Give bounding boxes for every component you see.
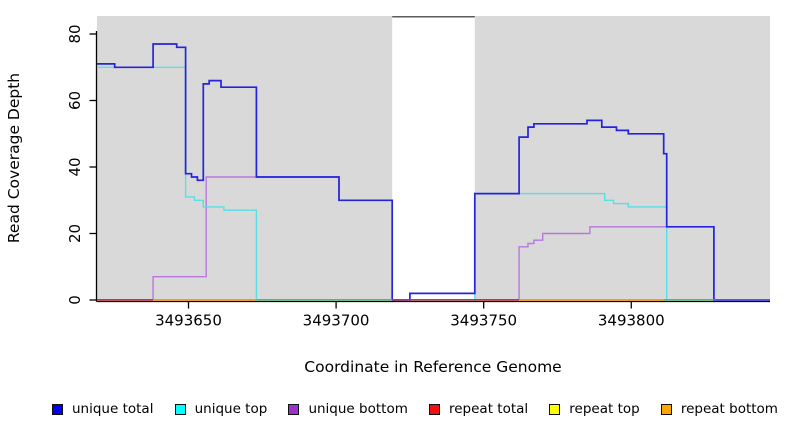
- y-tick-label: 0: [66, 295, 84, 305]
- legend-label: unique total: [72, 401, 154, 417]
- series-line-unique-bottom: [97, 176, 770, 301]
- legend: unique total unique top unique bottom repea…: [0, 396, 792, 422]
- legend-swatch-repeat-total: [428, 403, 440, 415]
- x-axis-label: Coordinate in Reference Genome: [304, 358, 561, 376]
- coverage-chart: 0 20 40 60 80 3493650 3493700 3493750 3493800 Co…: [5, 16, 770, 376]
- legend-swatch-unique-top: [174, 403, 186, 415]
- x-tick-label: 3493800: [598, 312, 665, 330]
- y-tick-label: 40: [66, 157, 84, 176]
- y-tick-label: 60: [66, 91, 84, 110]
- y-tick-label: 20: [66, 224, 84, 243]
- legend-label: repeat bottom: [680, 401, 778, 417]
- x-tick-label: 3493650: [155, 312, 222, 330]
- legend-item-repeat-bottom: repeat bottom: [660, 401, 778, 417]
- x-tick-label: 3493700: [303, 312, 370, 330]
- legend-swatch-unique-total: [52, 403, 63, 415]
- legend-swatch-repeat-top: [549, 403, 561, 415]
- no-data-gap-region: [392, 16, 475, 301]
- legend-item-unique-bottom: unique bottom: [288, 401, 408, 417]
- legend-label: repeat top: [569, 401, 640, 417]
- legend-item-unique-top: unique top: [174, 401, 268, 417]
- legend-swatch-repeat-bottom: [660, 403, 672, 415]
- legend-label: repeat total: [448, 401, 529, 417]
- plot-layer: 0 20 40 60 80 3493650 3493700 3493750 3493800: [66, 16, 770, 330]
- legend-item-repeat-top: repeat top: [549, 401, 640, 417]
- legend-label: unique top: [194, 401, 268, 417]
- y-axis-label: Read Coverage Depth: [5, 73, 23, 243]
- y-tick-label: 80: [66, 24, 84, 43]
- x-tick-label: 3493750: [450, 312, 517, 330]
- legend-label: unique bottom: [308, 401, 408, 417]
- legend-item-unique-total: unique total: [52, 401, 153, 417]
- legend-item-repeat-total: repeat total: [428, 401, 529, 417]
- legend-swatch-unique-bottom: [288, 403, 300, 415]
